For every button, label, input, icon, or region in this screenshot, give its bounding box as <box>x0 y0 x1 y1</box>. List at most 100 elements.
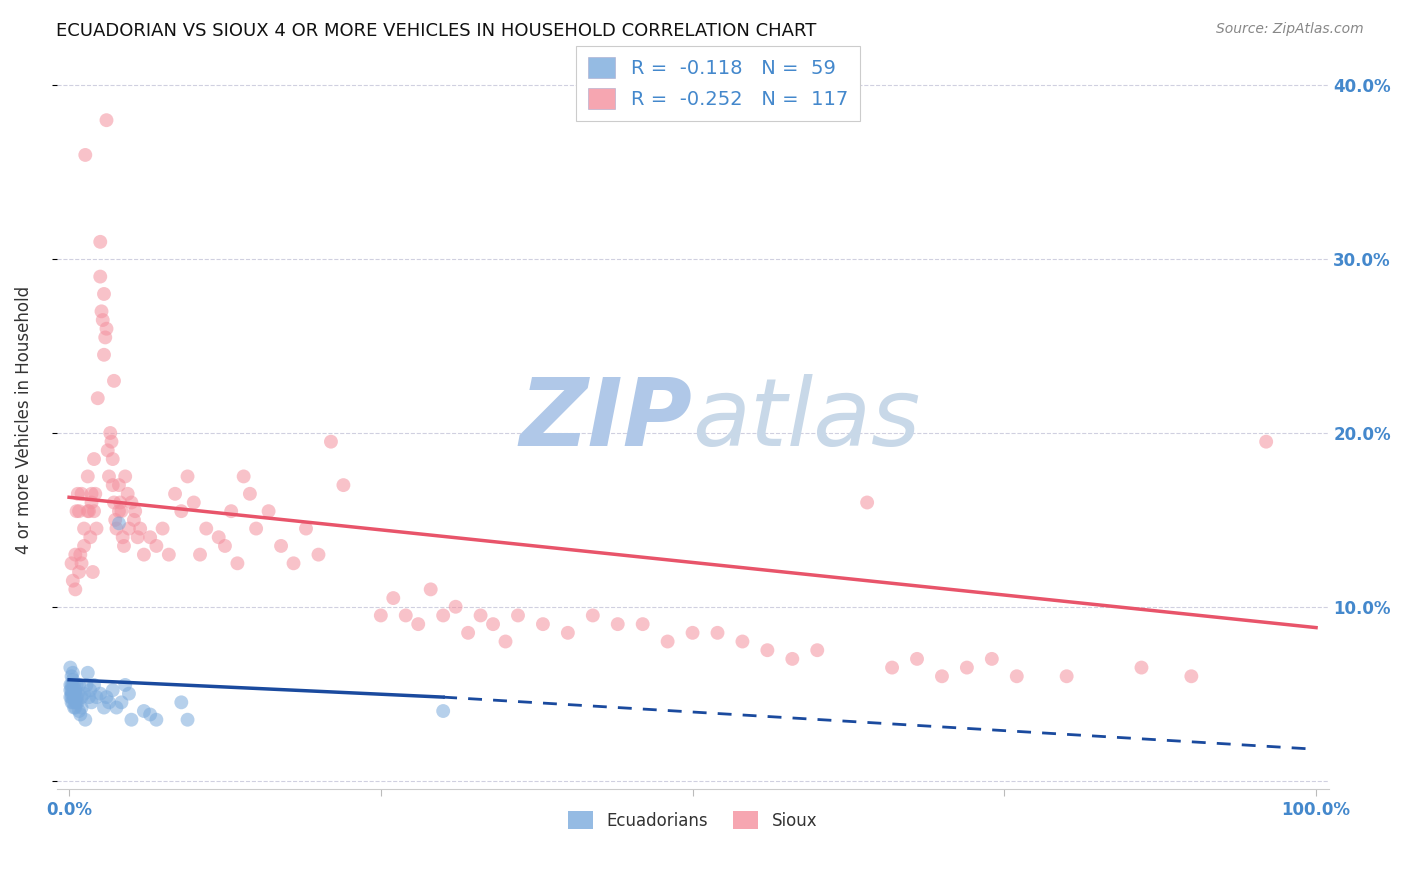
Point <box>132 704 155 718</box>
Point <box>283 557 305 571</box>
Point <box>782 652 804 666</box>
Point <box>145 539 167 553</box>
Legend: Ecuadorians, Sioux: Ecuadorians, Sioux <box>561 805 824 837</box>
Point <box>606 617 628 632</box>
Point <box>682 625 704 640</box>
Point <box>67 565 90 579</box>
Point <box>86 690 108 705</box>
Point <box>98 695 121 709</box>
Point <box>495 634 517 648</box>
Point <box>419 582 441 597</box>
Point <box>66 687 89 701</box>
Point <box>62 695 84 709</box>
Point <box>132 548 155 562</box>
Point <box>75 148 97 162</box>
Point <box>98 469 121 483</box>
Point <box>65 582 87 597</box>
Point <box>65 548 87 562</box>
Point <box>60 687 83 701</box>
Y-axis label: 4 or more Vehicles in Household: 4 or more Vehicles in Household <box>15 286 32 554</box>
Point <box>105 522 128 536</box>
Point <box>806 643 828 657</box>
Point <box>70 487 93 501</box>
Point <box>59 690 82 705</box>
Point <box>482 617 505 632</box>
Point <box>145 713 167 727</box>
Point <box>67 504 90 518</box>
Point <box>931 669 953 683</box>
Point <box>79 530 101 544</box>
Point <box>756 643 779 657</box>
Point <box>1056 669 1078 683</box>
Point <box>319 434 342 449</box>
Point <box>370 608 392 623</box>
Point <box>101 478 124 492</box>
Point <box>83 452 105 467</box>
Point <box>118 687 141 701</box>
Point <box>60 678 83 692</box>
Point <box>83 504 105 518</box>
Point <box>114 469 136 483</box>
Point <box>84 487 107 501</box>
Point <box>101 452 124 467</box>
Point <box>856 495 879 509</box>
Point <box>157 548 180 562</box>
Point <box>89 235 111 249</box>
Point <box>332 478 354 492</box>
Point <box>105 700 128 714</box>
Point <box>506 608 529 623</box>
Point <box>232 469 254 483</box>
Point <box>432 704 454 718</box>
Point <box>108 504 131 518</box>
Point <box>112 539 135 553</box>
Point <box>62 687 84 701</box>
Point <box>60 690 83 705</box>
Point <box>73 522 96 536</box>
Point <box>195 522 218 536</box>
Point <box>76 469 98 483</box>
Point <box>531 617 554 632</box>
Point <box>406 617 429 632</box>
Point <box>60 695 83 709</box>
Point <box>90 304 112 318</box>
Point <box>101 683 124 698</box>
Point <box>66 695 89 709</box>
Point <box>77 504 100 518</box>
Point <box>557 625 579 640</box>
Point <box>111 530 134 544</box>
Point <box>956 660 979 674</box>
Point <box>880 660 903 674</box>
Point <box>63 700 86 714</box>
Point <box>89 687 111 701</box>
Point <box>980 652 1002 666</box>
Point <box>239 487 262 501</box>
Point <box>731 634 754 648</box>
Point <box>93 700 115 714</box>
Point <box>83 678 105 692</box>
Point <box>110 695 132 709</box>
Point <box>86 522 108 536</box>
Point <box>63 690 86 705</box>
Point <box>1005 669 1028 683</box>
Point <box>60 557 83 571</box>
Point <box>65 695 87 709</box>
Point <box>139 530 162 544</box>
Point <box>100 434 122 449</box>
Point <box>96 113 118 128</box>
Point <box>77 690 100 705</box>
Point <box>62 678 84 692</box>
Point <box>124 504 146 518</box>
Point <box>70 557 93 571</box>
Point <box>62 665 84 680</box>
Point <box>127 530 149 544</box>
Point <box>188 548 211 562</box>
Point <box>59 683 82 698</box>
Point <box>108 516 131 531</box>
Point <box>308 548 330 562</box>
Point <box>67 678 90 692</box>
Text: Source: ZipAtlas.com: Source: ZipAtlas.com <box>1216 22 1364 37</box>
Point <box>129 522 152 536</box>
Point <box>444 599 467 614</box>
Point <box>170 695 193 709</box>
Point <box>170 504 193 518</box>
